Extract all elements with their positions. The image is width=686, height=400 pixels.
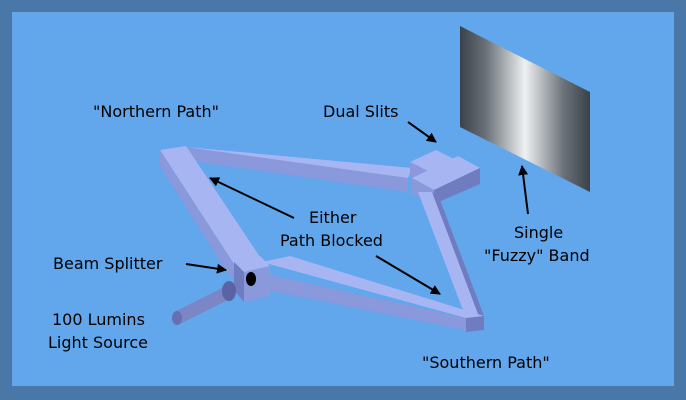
either-label: Either [309, 208, 357, 227]
beam-splitter-label: Beam Splitter [53, 254, 163, 273]
southern-blocked-arrow [375, 255, 441, 295]
right-diagonal-arm [418, 192, 484, 330]
light-source-label-line2: Light Source [48, 333, 148, 352]
fuzzy-band-label: "Fuzzy" Band [484, 246, 590, 265]
beam-splitter-arrow [185, 263, 227, 274]
northern-blocked-arrow [209, 177, 295, 219]
northern-path-arm [160, 147, 412, 192]
southern-path-arm [262, 256, 484, 332]
left-diagonal-arm [160, 146, 262, 280]
single-label: Single [514, 223, 563, 242]
detection-screen [460, 26, 590, 192]
beam-splitter [234, 256, 270, 302]
dual-slits-label: Dual Slits [323, 102, 398, 121]
beam-splitter-aperture [246, 272, 256, 286]
light-source-label-line1: 100 Lumins [52, 310, 145, 329]
path-blocked-label: Path Blocked [280, 231, 383, 250]
diagram-background [12, 12, 674, 386]
light-source [172, 281, 236, 325]
northern-path-label: "Northern Path" [93, 102, 219, 121]
single-band-arrow [518, 165, 529, 215]
southern-path-label: "Southern Path" [422, 353, 550, 372]
dual-slits-arrow [407, 121, 437, 143]
